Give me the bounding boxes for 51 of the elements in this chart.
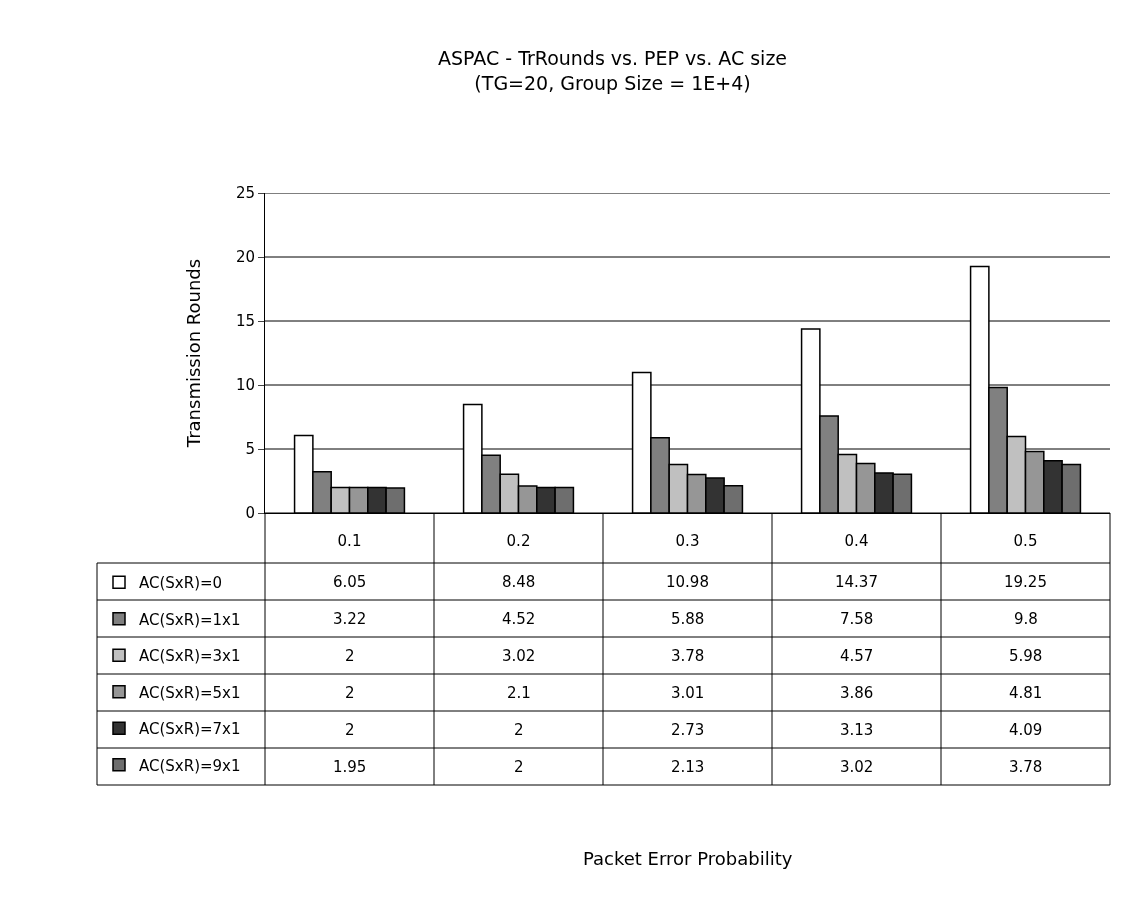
data-label: 2: [345, 721, 355, 739]
data-label: 4.52: [502, 610, 536, 628]
x-tick-label: 0.3: [675, 532, 700, 550]
data-label: 3.86: [840, 684, 874, 702]
legend-label: AC(SxR)=1x1: [139, 610, 241, 629]
data-label: 2.73: [671, 721, 705, 739]
data-label: 5.88: [671, 610, 705, 628]
data-label: 9.8: [1014, 610, 1038, 628]
data-label: 2: [514, 721, 524, 739]
y-axis-title: Transmission Rounds: [183, 258, 205, 449]
data-label: 1.95: [333, 758, 367, 776]
legend-label: AC(SxR)=5x1: [139, 683, 241, 702]
y-tick-label: 20: [235, 248, 255, 267]
chart-subtitle: (TG=20, Group Size = 1E+4): [474, 71, 751, 94]
data-label: 2: [345, 647, 355, 665]
text: Packet Error Probability: [583, 848, 793, 869]
legend-label: AC(SxR)=9x1: [139, 756, 241, 775]
legend-label: AC(SxR)=0: [139, 574, 223, 593]
legend-label: AC(SxR)=3x1: [139, 647, 241, 666]
data-label: 4.09: [1009, 721, 1043, 739]
x-tick-label: 0.1: [337, 532, 362, 550]
y-tick-label: 25: [235, 184, 255, 203]
data-label: 2: [514, 758, 524, 776]
legend-label: AC(SxR)=7x1: [139, 720, 241, 739]
y-tick-label: 0: [245, 504, 255, 523]
y-tick-label: 5: [245, 440, 255, 459]
data-label: 2.13: [671, 758, 705, 776]
data-label: 3.01: [671, 684, 705, 702]
x-tick-label: 0.5: [1013, 532, 1038, 550]
data-label: 2.1: [507, 684, 531, 702]
chart-title: ASPAC - TrRounds vs. PEP vs. AC size: [438, 47, 788, 69]
data-label: 3.13: [840, 721, 874, 739]
data-label: 14.37: [835, 573, 878, 591]
data-label: 3.78: [1009, 758, 1043, 776]
data-label: 4.81: [1009, 684, 1043, 702]
data-label: 6.05: [333, 573, 367, 591]
data-label: 2: [345, 684, 355, 702]
data-label: 3.78: [671, 647, 705, 665]
data-label: 7.58: [840, 610, 874, 628]
data-label: 3.02: [502, 647, 536, 665]
data-label: 3.02: [840, 758, 874, 776]
data-label: 4.57: [840, 647, 874, 665]
data-label: 8.48: [502, 573, 536, 591]
x-tick-label: 0.4: [844, 532, 869, 550]
y-tick-label: 15: [235, 312, 255, 331]
data-label: 5.98: [1009, 647, 1043, 665]
y-tick-label: 10: [235, 376, 255, 395]
x-tick-label: 0.2: [506, 532, 531, 550]
data-label: 10.98: [666, 573, 709, 591]
data-label: 19.25: [1004, 573, 1047, 591]
data-label: 3.22: [333, 610, 367, 628]
